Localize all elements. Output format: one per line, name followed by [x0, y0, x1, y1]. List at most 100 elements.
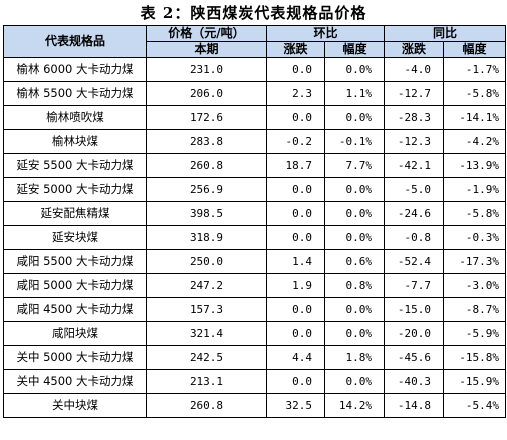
yoy-pct-cell: -13.9%	[443, 153, 507, 178]
mom-pct-cell: 0.0%	[323, 321, 386, 346]
mom-change-cell: 0.0	[266, 201, 325, 226]
table-row: 榆林 5500 大卡动力煤 206.0 2.3 1.1% -12.7 -5.8%	[3, 81, 507, 106]
price-cell: 242.5	[146, 345, 267, 370]
yoy-change-cell: -0.8	[384, 225, 445, 250]
price-cell: 256.9	[146, 177, 267, 202]
yoy-pct-cell: -5.9%	[443, 321, 507, 346]
header-mom-change: 涨跌	[266, 41, 325, 58]
yoy-change-cell: -7.7	[384, 273, 445, 298]
price-cell: 250.0	[146, 249, 267, 274]
price-cell: 247.2	[146, 273, 267, 298]
product-name-cell: 咸阳 4500 大卡动力煤	[3, 297, 147, 322]
price-cell: 260.8	[146, 153, 267, 178]
product-name-cell: 关中 4500 大卡动力煤	[3, 369, 147, 394]
mom-change-cell: 0.0	[266, 57, 325, 82]
yoy-pct-cell: -5.4%	[443, 393, 507, 418]
product-name-cell: 榆林 6000 大卡动力煤	[3, 57, 147, 82]
table-row: 榆林块煤 283.8 -0.2 -0.1% -12.3 -4.2%	[3, 129, 507, 154]
yoy-pct-cell: -8.7%	[443, 297, 507, 322]
header-row-1: 代表规格品 价格（元/吨） 环比 同比	[3, 25, 507, 58]
table-row: 咸阳 5000 大卡动力煤 247.2 1.9 0.8% -7.7 -3.0%	[3, 273, 507, 298]
mom-pct-cell: 0.0%	[323, 225, 386, 250]
product-name-cell: 延安块煤	[3, 225, 147, 250]
table-row: 延安块煤 318.9 0.0 0.0% -0.8 -0.3%	[3, 225, 507, 250]
product-name-cell: 咸阳 5500 大卡动力煤	[3, 249, 147, 274]
mom-change-cell: 0.0	[266, 177, 325, 202]
yoy-pct-cell: -1.9%	[443, 177, 507, 202]
yoy-change-cell: -24.6	[384, 201, 445, 226]
yoy-change-cell: -20.0	[384, 321, 445, 346]
table-row: 咸阳 5500 大卡动力煤 250.0 1.4 0.6% -52.4 -17.3%	[3, 249, 507, 274]
yoy-pct-cell: -5.8%	[443, 201, 507, 226]
table-row: 关中 5000 大卡动力煤 242.5 4.4 1.8% -45.6 -15.8%	[3, 345, 507, 370]
price-cell: 213.1	[146, 369, 267, 394]
product-name-cell: 榆林喷吹煤	[3, 105, 147, 130]
mom-change-cell: 2.3	[266, 81, 325, 106]
mom-change-cell: 0.0	[266, 369, 325, 394]
table-row: 关中块煤 260.8 32.5 14.2% -14.8 -5.4%	[3, 393, 507, 418]
table-row: 榆林喷吹煤 172.6 0.0 0.0% -28.3 -14.1%	[3, 105, 507, 130]
mom-pct-cell: 0.0%	[323, 201, 386, 226]
mom-change-cell: 32.5	[266, 393, 325, 418]
mom-pct-cell: 0.0%	[323, 297, 386, 322]
product-name-cell: 延安配焦精煤	[3, 201, 147, 226]
header-yoy-pct: 幅度	[443, 41, 507, 58]
mom-pct-cell: 0.0%	[323, 369, 386, 394]
price-cell: 206.0	[146, 81, 267, 106]
product-name-cell: 咸阳块煤	[3, 321, 147, 346]
mom-pct-cell: 0.6%	[323, 249, 386, 274]
mom-pct-cell: 1.8%	[323, 345, 386, 370]
product-name-cell: 关中 5000 大卡动力煤	[3, 345, 147, 370]
mom-change-cell: 1.9	[266, 273, 325, 298]
mom-change-cell: 18.7	[266, 153, 325, 178]
yoy-pct-cell: -0.3%	[443, 225, 507, 250]
table-row: 榆林 6000 大卡动力煤 231.0 0.0 0.0% -4.0 -1.7%	[3, 57, 507, 82]
price-cell: 157.3	[146, 297, 267, 322]
mom-pct-cell: 1.1%	[323, 81, 386, 106]
product-name-cell: 榆林块煤	[3, 129, 147, 154]
price-cell: 398.5	[146, 201, 267, 226]
table-row: 咸阳 4500 大卡动力煤 157.3 0.0 0.0% -15.0 -8.7%	[3, 297, 507, 322]
product-name-cell: 关中块煤	[3, 393, 147, 418]
table-title: 表 2：陕西煤炭代表规格品价格	[140, 4, 367, 22]
mom-pct-cell: -0.1%	[323, 129, 386, 154]
yoy-pct-cell: -5.8%	[443, 81, 507, 106]
table-row: 延安配焦精煤 398.5 0.0 0.0% -24.6 -5.8%	[3, 201, 507, 226]
table-body: 榆林 6000 大卡动力煤 231.0 0.0 0.0% -4.0 -1.7% 榆林 550…	[3, 57, 507, 418]
yoy-change-cell: -12.3	[384, 129, 445, 154]
header-product: 代表规格品	[3, 25, 147, 58]
yoy-pct-cell: -1.7%	[443, 57, 507, 82]
mom-pct-cell: 0.0%	[323, 105, 386, 130]
yoy-change-cell: -45.6	[384, 345, 445, 370]
yoy-change-cell: -14.8	[384, 393, 445, 418]
yoy-pct-cell: -3.0%	[443, 273, 507, 298]
header-row-2: 本期 涨跌 幅度 涨跌 幅度	[4, 41, 507, 58]
mom-pct-cell: 0.0%	[323, 177, 386, 202]
header-yoy-change: 涨跌	[384, 41, 445, 58]
yoy-change-cell: -15.0	[384, 297, 445, 322]
mom-change-cell: 0.0	[266, 225, 325, 250]
yoy-change-cell: -4.0	[384, 57, 445, 82]
yoy-change-cell: -12.7	[384, 81, 445, 106]
price-cell: 260.8	[146, 393, 267, 418]
mom-pct-cell: 0.0%	[323, 57, 386, 82]
table-row: 延安 5000 大卡动力煤 256.9 0.0 0.0% -5.0 -1.9%	[3, 177, 507, 202]
price-cell: 283.8	[146, 129, 267, 154]
header-yoy: 同比	[384, 25, 507, 42]
mom-pct-cell: 14.2%	[323, 393, 386, 418]
product-name-cell: 咸阳 5000 大卡动力煤	[3, 273, 147, 298]
coal-price-table: 代表规格品 价格（元/吨） 环比 同比 本期 涨跌 幅度 涨跌 幅度 榆林 60…	[3, 25, 507, 418]
mom-change-cell: -0.2	[266, 129, 325, 154]
mom-change-cell: 0.0	[266, 105, 325, 130]
price-cell: 231.0	[146, 57, 267, 82]
mom-change-cell: 0.0	[266, 321, 325, 346]
price-cell: 318.9	[146, 225, 267, 250]
mom-change-cell: 4.4	[266, 345, 325, 370]
table-row: 咸阳块煤 321.4 0.0 0.0% -20.0 -5.9%	[3, 321, 507, 346]
header-mom-pct: 幅度	[323, 41, 386, 58]
header-current: 本期	[146, 41, 267, 58]
yoy-change-cell: -5.0	[384, 177, 445, 202]
yoy-pct-cell: -17.3%	[443, 249, 507, 274]
product-name-cell: 延安 5500 大卡动力煤	[3, 153, 147, 178]
table-row: 关中 4500 大卡动力煤 213.1 0.0 0.0% -40.3 -15.9%	[3, 369, 507, 394]
